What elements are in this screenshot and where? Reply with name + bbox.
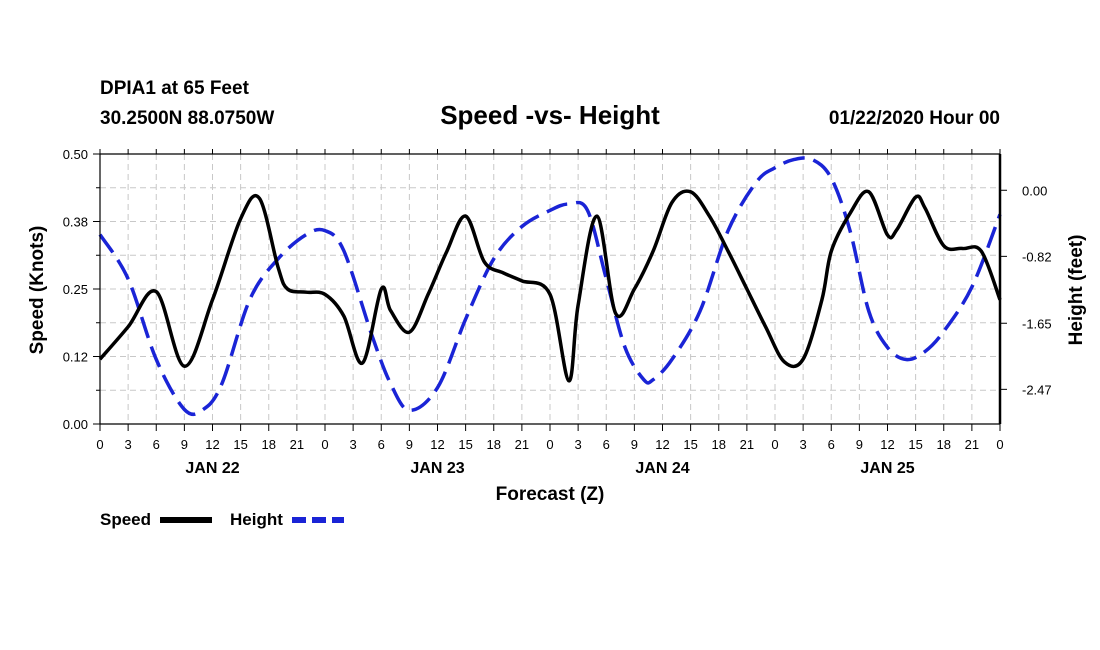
- x-tick-label: 21: [290, 437, 304, 452]
- x-tick-label: 12: [880, 437, 894, 452]
- y2-tick-label: -1.65: [1022, 316, 1052, 331]
- x-tick-label: 3: [125, 437, 132, 452]
- x-tick-label: 21: [515, 437, 529, 452]
- x-tick-label: 9: [181, 437, 188, 452]
- day-label: JAN 24: [635, 460, 689, 477]
- x-tick-label: 12: [205, 437, 219, 452]
- x-tick-label: 18: [262, 437, 276, 452]
- y-axis-title: Speed (Knots): [27, 226, 48, 355]
- x-tick-label: 0: [321, 437, 328, 452]
- y2-tick-label: -2.47: [1022, 382, 1052, 397]
- series-line-speed: [98, 189, 1002, 383]
- x-tick-label: 12: [430, 437, 444, 452]
- x-tick-label: 18: [937, 437, 951, 452]
- chart-title: Speed -vs- Height: [440, 100, 660, 130]
- x-tick-label: 9: [856, 437, 863, 452]
- series-line-height: [98, 156, 1002, 417]
- x-tick-label: 15: [683, 437, 697, 452]
- x-tick-label: 15: [458, 437, 472, 452]
- legend-speed-label: Speed: [100, 510, 151, 529]
- x-tick-label: 3: [800, 437, 807, 452]
- x-tick-label: 21: [740, 437, 754, 452]
- x-tick-label: 12: [655, 437, 669, 452]
- day-label: JAN 22: [185, 460, 239, 477]
- y2-axis-title: Height (feet): [1066, 235, 1087, 346]
- x-tick-label: 15: [908, 437, 922, 452]
- y-tick-label: 0.00: [63, 417, 88, 432]
- y-tick-label: 0.12: [63, 350, 88, 365]
- axes: 0 3 6 9 12 15 18 21 0 3 6 9 12 15 18 21 0 3 6 9 12 15 18 21 0 3 6 9…: [63, 147, 1052, 477]
- legend-height-label: Height: [230, 510, 283, 529]
- y2-tick-label: 0.00: [1022, 183, 1047, 198]
- x-tick-label: 0: [996, 437, 1003, 452]
- series-lines: [98, 156, 1002, 417]
- y-tick-label: 0.25: [63, 282, 88, 297]
- datetime-label: 01/22/2020 Hour 00: [829, 108, 1000, 129]
- coords-label: 30.2500N 88.0750W: [100, 108, 274, 129]
- y2-tick-label: -0.82: [1022, 249, 1052, 264]
- x-tick-label: 15: [233, 437, 247, 452]
- station-label: DPIA1 at 65 Feet: [100, 78, 250, 99]
- x-tick-label: 0: [96, 437, 103, 452]
- x-tick-label: 3: [575, 437, 582, 452]
- x-tick-label: 9: [631, 437, 638, 452]
- x-tick-label: 0: [771, 437, 778, 452]
- x-tick-label: 6: [603, 437, 610, 452]
- x-axis-title: Forecast (Z): [496, 484, 605, 505]
- x-tick-label: 18: [712, 437, 726, 452]
- x-tick-label: 6: [828, 437, 835, 452]
- x-tick-label: 0: [546, 437, 553, 452]
- x-tick-label: 6: [153, 437, 160, 452]
- x-tick-label: 6: [378, 437, 385, 452]
- x-tick-label: 21: [965, 437, 979, 452]
- x-tick-label: 9: [406, 437, 413, 452]
- grid-lines: [100, 154, 1000, 424]
- day-label: JAN 25: [860, 460, 914, 477]
- day-label: JAN 23: [410, 460, 464, 477]
- x-tick-label: 3: [350, 437, 357, 452]
- y-tick-label: 0.50: [63, 147, 88, 162]
- x-tick-label: 18: [487, 437, 501, 452]
- y-tick-label: 0.38: [63, 215, 88, 230]
